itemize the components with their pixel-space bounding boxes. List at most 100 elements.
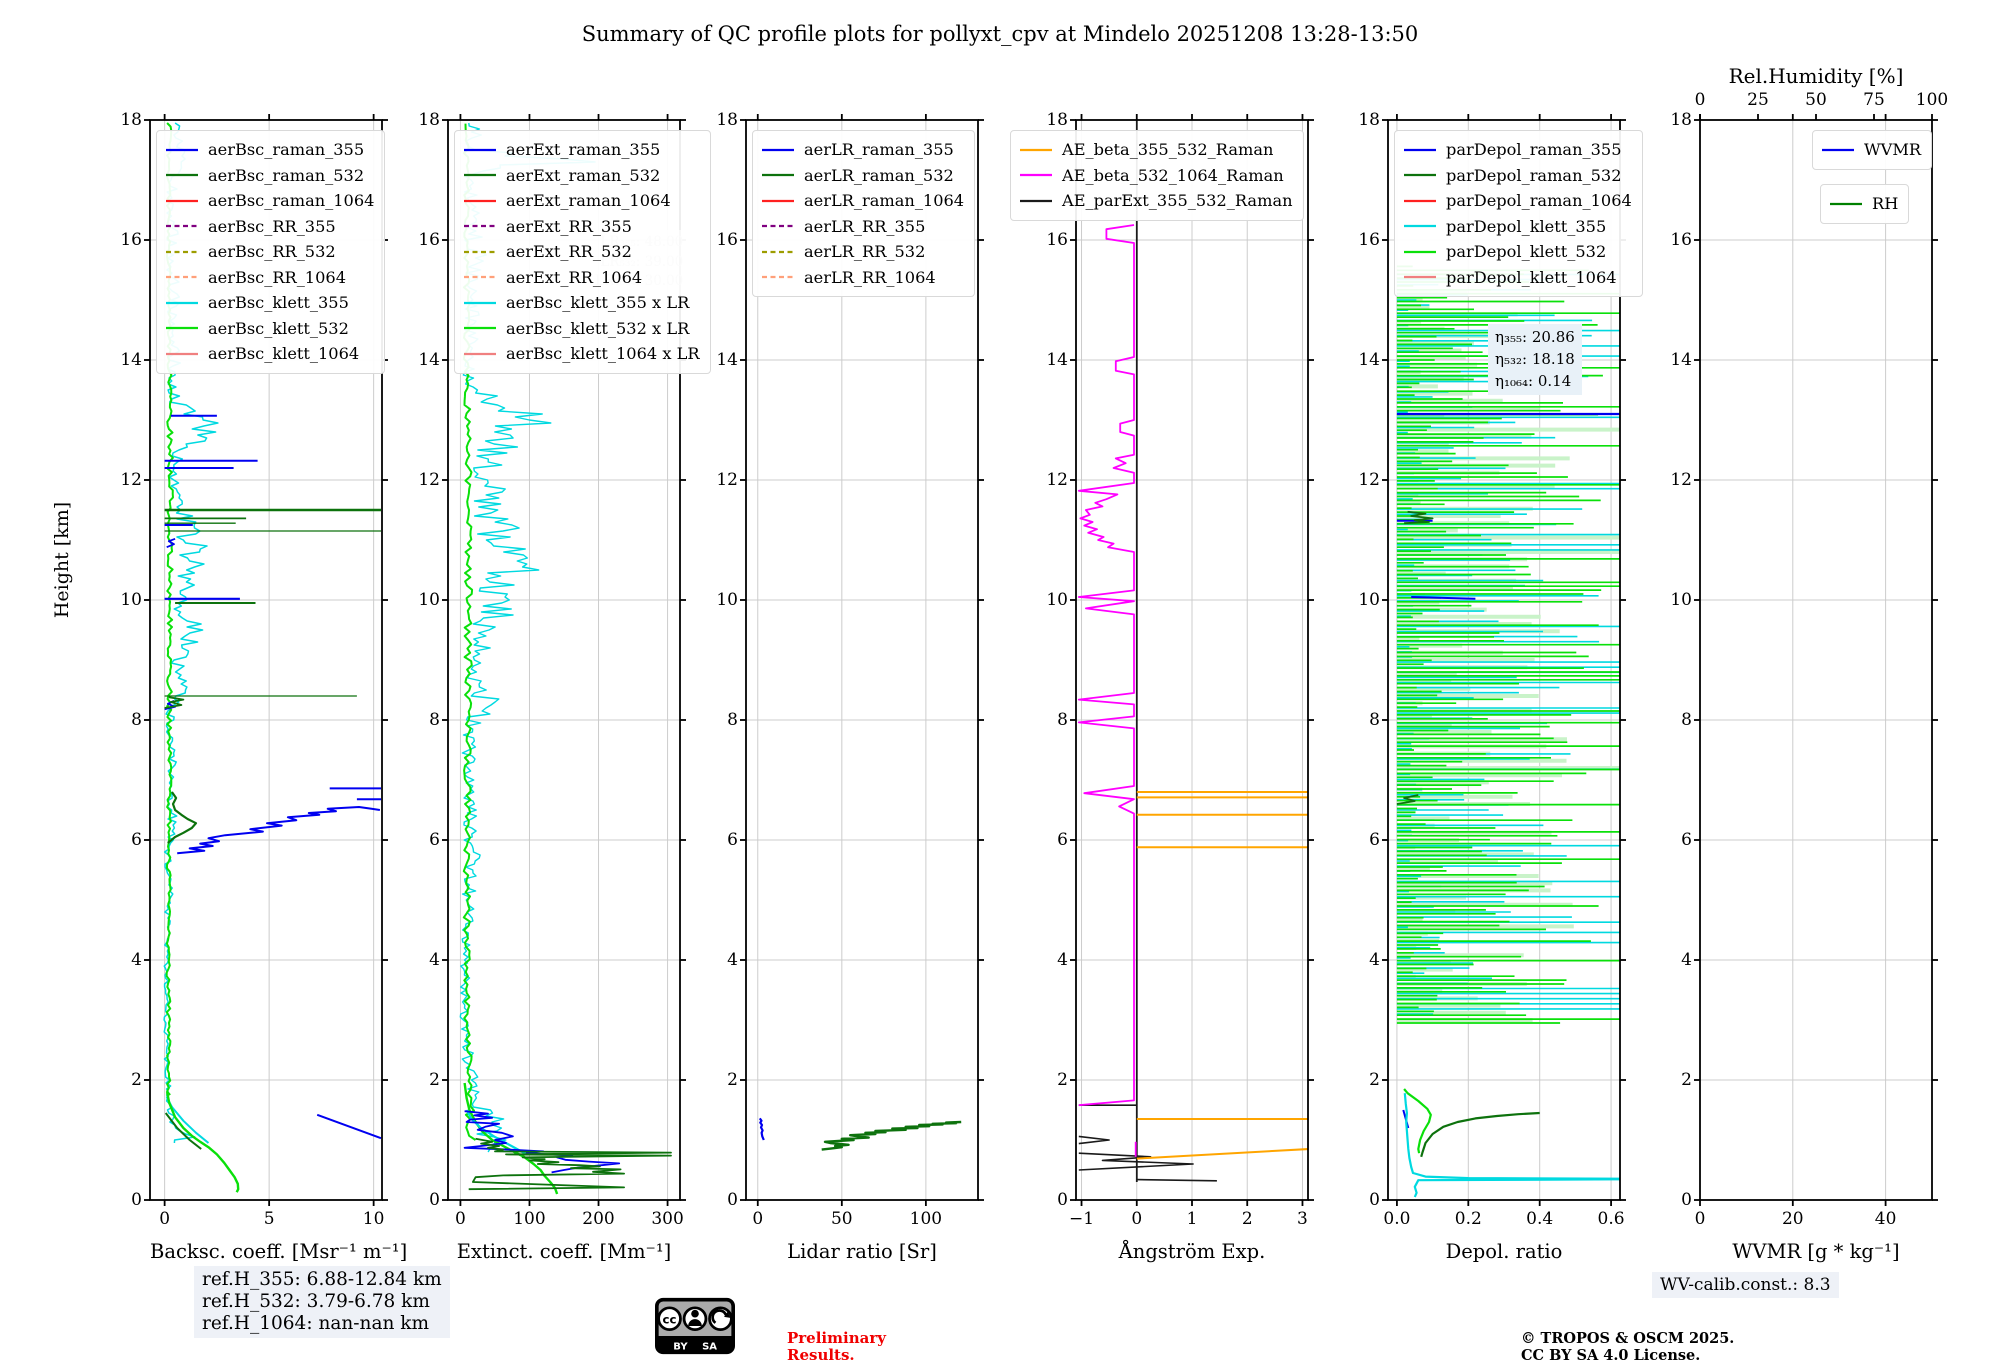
y-tick-label: 0 [1057, 1190, 1068, 1210]
x-axis-label-angstroem: Ångström Exp. [1118, 1240, 1266, 1263]
legend-item: aerBsc_raman_532 [165, 163, 374, 189]
legend-line-sample [464, 225, 496, 228]
y-tick-label: 12 [418, 470, 440, 490]
legend-item: WVMR [1821, 137, 1921, 163]
y-tick-label: 2 [131, 1070, 142, 1090]
legend-item: aerLR_raman_532 [761, 163, 964, 189]
legend-label: aerBsc_klett_355 x LR [506, 293, 690, 313]
legend-line-sample [464, 327, 496, 330]
y-tick-label: 10 [1358, 590, 1380, 610]
y-tick-label: 18 [120, 110, 142, 130]
legend-item: aerBsc_klett_532 x LR [463, 316, 700, 342]
x-tick-label: 40 [1874, 1209, 1897, 1229]
y-tick-label: 0 [727, 1190, 738, 1210]
y-tick-label: 6 [727, 830, 738, 850]
legend-line-sample [464, 174, 496, 177]
legend-line-sample [166, 250, 198, 253]
legend-item: aerBsc_raman_355 [165, 137, 374, 163]
legend-item: aerLR_RR_532 [761, 239, 964, 265]
panel-extinction: 0 2 4 6 8 10 12 14 16 18 0 100 200 300 Extinct. coeff.… [418, 112, 711, 1263]
legend-line-sample [464, 276, 496, 279]
badge-sa-label: SA [702, 1342, 717, 1353]
legend-backscatter: aerBsc_raman_355 aerBsc_raman_532 aerBsc_r… [156, 130, 386, 374]
cc-license-icon: cc BY SA [655, 1297, 735, 1355]
plot-area-angstroem [1070, 114, 1314, 1206]
y-tick-label: 12 [1046, 470, 1068, 490]
top-tick-label: 100 [1915, 90, 1949, 110]
y-tick-label: 14 [1670, 350, 1692, 370]
legend-label: parDepol_klett_532 [1446, 242, 1607, 262]
x-tick-label: 20 [1781, 1209, 1804, 1229]
x-tick-label: 2 [1241, 1209, 1253, 1229]
legend-label: aerBsc_klett_532 [208, 318, 349, 338]
annotation-depol-ratio: η₃₅₅: 20.86 η₅₃₂: 18.18 η₁₀₆₄: 0.14 [1488, 324, 1582, 396]
legend-line-sample [762, 148, 794, 151]
legend-label: aerExt_RR_532 [506, 242, 632, 262]
y-tick-label: 14 [716, 350, 738, 370]
legend-line-sample [464, 301, 496, 304]
legend-label: AE_beta_532_1064_Raman [1062, 165, 1284, 185]
top-tick-label: 50 [1805, 90, 1827, 110]
legend-item: AE_beta_355_532_Raman [1019, 137, 1293, 163]
legend-label: aerLR_RR_355 [804, 216, 926, 236]
legend-label: aerLR_RR_532 [804, 242, 926, 262]
x-axis-label-extinction: Extinct. coeff. [Mm⁻¹] [456, 1240, 672, 1263]
legend-label: aerBsc_klett_532 x LR [506, 318, 690, 338]
y-tick-label: 10 [418, 590, 440, 610]
legend-label: aerBsc_raman_355 [208, 140, 365, 160]
legend-line-sample [166, 327, 198, 330]
x-tick-label: 5 [263, 1209, 275, 1229]
legend-item: aerBsc_RR_532 [165, 239, 374, 265]
panel-wvmr: 0 2 4 6 8 10 12 14 16 18 0 20 40 WVMR [g * kg⁻¹] 0 25 50… [1670, 64, 1948, 1263]
y-tick-label: 10 [716, 590, 738, 610]
panel-depol-ratio: 0 2 4 6 8 10 12 14 16 18 0.0 0.2 0.4 0.6 Depol. ratio p… [1358, 112, 1643, 1263]
legend-label: parDepol_raman_1064 [1446, 191, 1632, 211]
x-tick-label: 0 [752, 1209, 764, 1229]
x-axis-label-lidar-ratio: Lidar ratio [Sr] [787, 1240, 937, 1263]
legend-label: AE_beta_355_532_Raman [1062, 140, 1274, 160]
ref-h-1064: ref.H_1064: nan-nan km [202, 1313, 430, 1334]
x-tick-label: 200 [582, 1209, 615, 1229]
x-tick-label: 10 [362, 1209, 385, 1229]
x-tick-label: 50 [830, 1209, 853, 1229]
legend-item: parDepol_klett_1064 [1403, 265, 1632, 291]
legend-line-sample [762, 174, 794, 177]
y-tick-label: 0 [1681, 1190, 1692, 1210]
legend-item: aerLR_raman_1064 [761, 188, 964, 214]
y-tick-label: 18 [1046, 110, 1068, 130]
y-tick-label: 8 [727, 710, 738, 730]
y-tick-label: 4 [1369, 950, 1380, 970]
annotation-line: η₁₀₆₄: 0.14 [1495, 371, 1572, 390]
legend-item: aerExt_raman_532 [463, 163, 700, 189]
legend-item: parDepol_klett_355 [1403, 214, 1632, 240]
y-tick-label: 0 [1369, 1190, 1380, 1210]
panel-angstroem: 0 2 4 6 8 10 12 14 16 18 −1 0 1 2 3 Ångström Exp. AE_bet… [1010, 112, 1314, 1263]
legend-line-sample [1830, 202, 1862, 205]
legend-item: aerExt_RR_532 [463, 239, 700, 265]
legend-item: RH [1829, 191, 1898, 217]
legend-label: aerExt_raman_355 [506, 140, 661, 160]
legend-item: aerExt_raman_355 [463, 137, 700, 163]
legend-line-sample [166, 276, 198, 279]
x-tick-label: 100 [513, 1209, 546, 1229]
y-tick-label: 10 [1046, 590, 1068, 610]
y-tick-label: 12 [120, 470, 142, 490]
y-tick-label: 6 [131, 830, 142, 850]
plot-area-depol-ratio [1382, 114, 1626, 1206]
legend-item: aerLR_RR_355 [761, 214, 964, 240]
legend-label: parDepol_klett_355 [1446, 216, 1607, 236]
legend-item: aerBsc_klett_355 [165, 290, 374, 316]
legend-line-sample [464, 250, 496, 253]
y-tick-label: 16 [120, 230, 142, 250]
figure-title: Summary of QC profile plots for pollyxt_… [581, 22, 1419, 46]
legend-label: parDepol_klett_1064 [1446, 267, 1617, 287]
annotation-line: η₃₅₅: 20.86 [1495, 328, 1575, 346]
panel-lidar-ratio: 0 2 4 6 8 10 12 14 16 18 0 50 100 Lidar ratio [Sr] aer… [716, 112, 984, 1263]
x-tick-label: 0 [1694, 1209, 1706, 1229]
legend-label: aerLR_raman_532 [804, 165, 954, 185]
legend-line-sample [1020, 174, 1052, 177]
y-tick-label: 8 [1369, 710, 1380, 730]
x-tick-label: 300 [651, 1209, 684, 1229]
y-tick-label: 6 [1681, 830, 1692, 850]
y-tick-label: 2 [1681, 1070, 1692, 1090]
